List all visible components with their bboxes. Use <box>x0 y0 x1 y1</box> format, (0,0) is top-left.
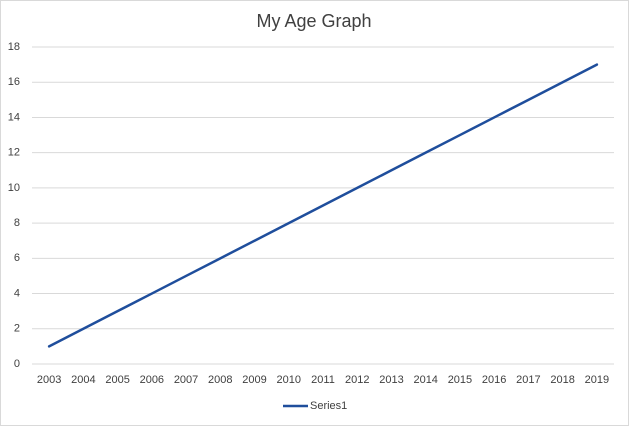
x-tick-label: 2019 <box>585 374 609 386</box>
x-tick-label: 2018 <box>550 374 574 386</box>
line-series <box>47 63 599 348</box>
chart-title: My Age Graph <box>256 11 371 31</box>
x-tick-label: 2005 <box>105 374 129 386</box>
y-tick-label: 18 <box>8 41 20 53</box>
x-tick-label: 2013 <box>379 374 403 386</box>
x-tick-label: 2006 <box>140 374 164 386</box>
x-tick-label: 2015 <box>448 374 472 386</box>
x-tick-label: 2014 <box>413 374 437 386</box>
x-tick-label: 2016 <box>482 374 506 386</box>
x-tick-label: 2017 <box>516 374 540 386</box>
y-tick-label: 12 <box>8 147 20 159</box>
y-tick-label: 2 <box>14 323 20 335</box>
x-tick-label: 2011 <box>311 374 335 386</box>
x-tick-label: 2008 <box>208 374 232 386</box>
y-tick-label: 4 <box>14 287 20 299</box>
x-tick-label: 2010 <box>277 374 301 386</box>
y-tick-label: 6 <box>14 252 20 264</box>
x-tick-label: 2007 <box>174 374 198 386</box>
x-tick-label: 2004 <box>71 374 95 386</box>
legend-label: Series1 <box>310 400 347 412</box>
x-tick-label: 2003 <box>37 374 61 386</box>
y-tick-label: 14 <box>8 111 20 123</box>
y-tick-label: 16 <box>8 76 20 88</box>
y-tick-label: 0 <box>14 358 20 370</box>
y-tick-label: 8 <box>14 217 20 229</box>
y-tick-label: 10 <box>8 182 20 194</box>
x-tick-label: 2012 <box>345 374 369 386</box>
x-tick-label: 2009 <box>242 374 266 386</box>
